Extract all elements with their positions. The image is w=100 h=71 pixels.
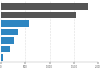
Bar <box>1 46 10 52</box>
Bar <box>1 37 14 44</box>
Bar <box>1 3 88 10</box>
Bar <box>1 54 3 61</box>
Bar <box>1 20 29 27</box>
Bar <box>1 12 76 18</box>
Bar <box>1 29 18 35</box>
